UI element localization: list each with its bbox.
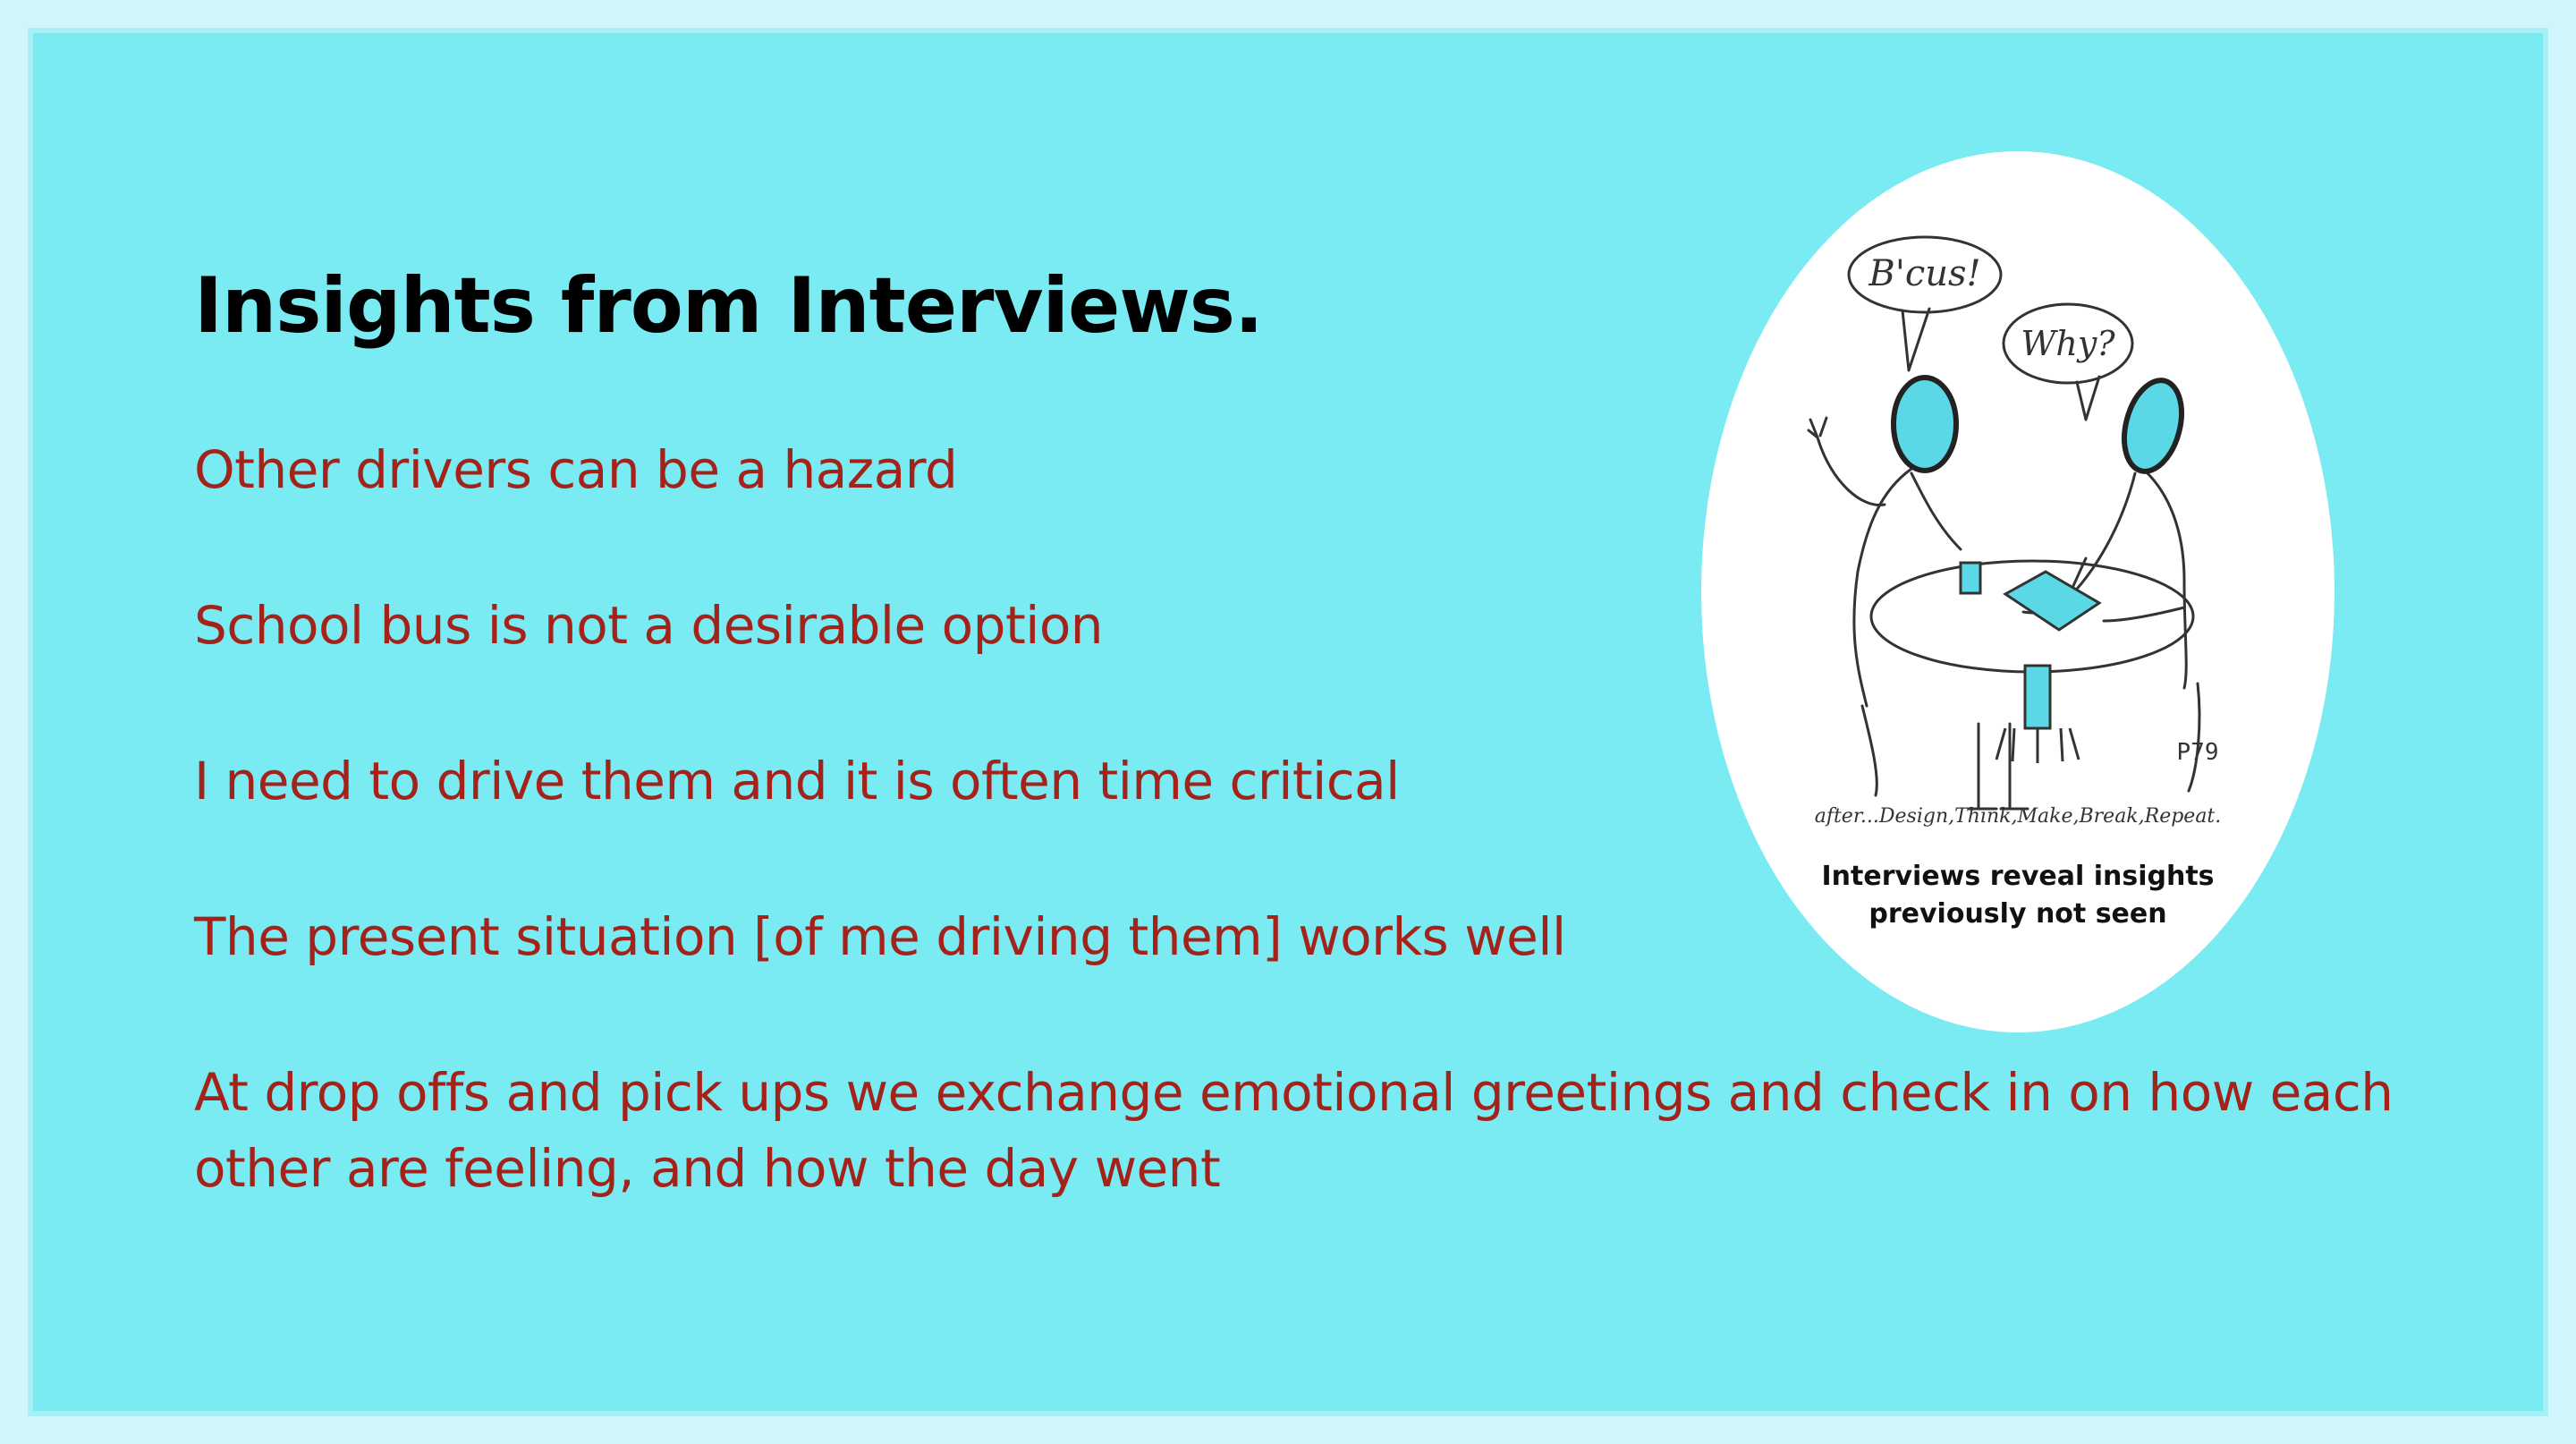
insight-item: Other drivers can be a hazard: [194, 439, 958, 500]
sketch-subtitle: after...Design,Think,Make,Break,Repeat.: [1815, 805, 2222, 828]
illustration-caption: Interviews reveal insights previously no…: [1701, 858, 2334, 933]
interview-sketch: B'cus! Why? P79 after...Design,Think,Mak…: [1807, 235, 2222, 828]
slide: Insights from Interviews. Other drivers …: [33, 33, 2543, 1411]
insight-item: School bus is not a desirable option: [194, 595, 1104, 656]
insight-item: The present situation [of me driving the…: [194, 906, 1566, 967]
insight-item: At drop offs and pick ups we exchange em…: [194, 1062, 2394, 1199]
speech-bubble-right: [2002, 302, 2134, 385]
notepad-icon: [2003, 570, 2102, 632]
interview-illustration: B'cus! Why? P79 after...Design,Think,Mak…: [1701, 151, 2334, 1032]
page-reference: P79: [2177, 739, 2219, 766]
bubble-right-text: Why?: [2021, 324, 2115, 363]
slide-title: Insights from Interviews.: [194, 261, 1264, 351]
speech-bubble-left: [1847, 235, 2003, 314]
person-right-head: [2122, 378, 2184, 474]
caption-line: previously not seen: [1868, 898, 2167, 930]
insight-item: I need to drive them and it is often tim…: [194, 751, 1400, 811]
person-left-head: [1891, 375, 1959, 473]
caption-line: Interviews reveal insights: [1821, 861, 2215, 892]
cup-icon: [1959, 561, 1982, 595]
bubble-left-text: B'cus!: [1868, 253, 1980, 294]
